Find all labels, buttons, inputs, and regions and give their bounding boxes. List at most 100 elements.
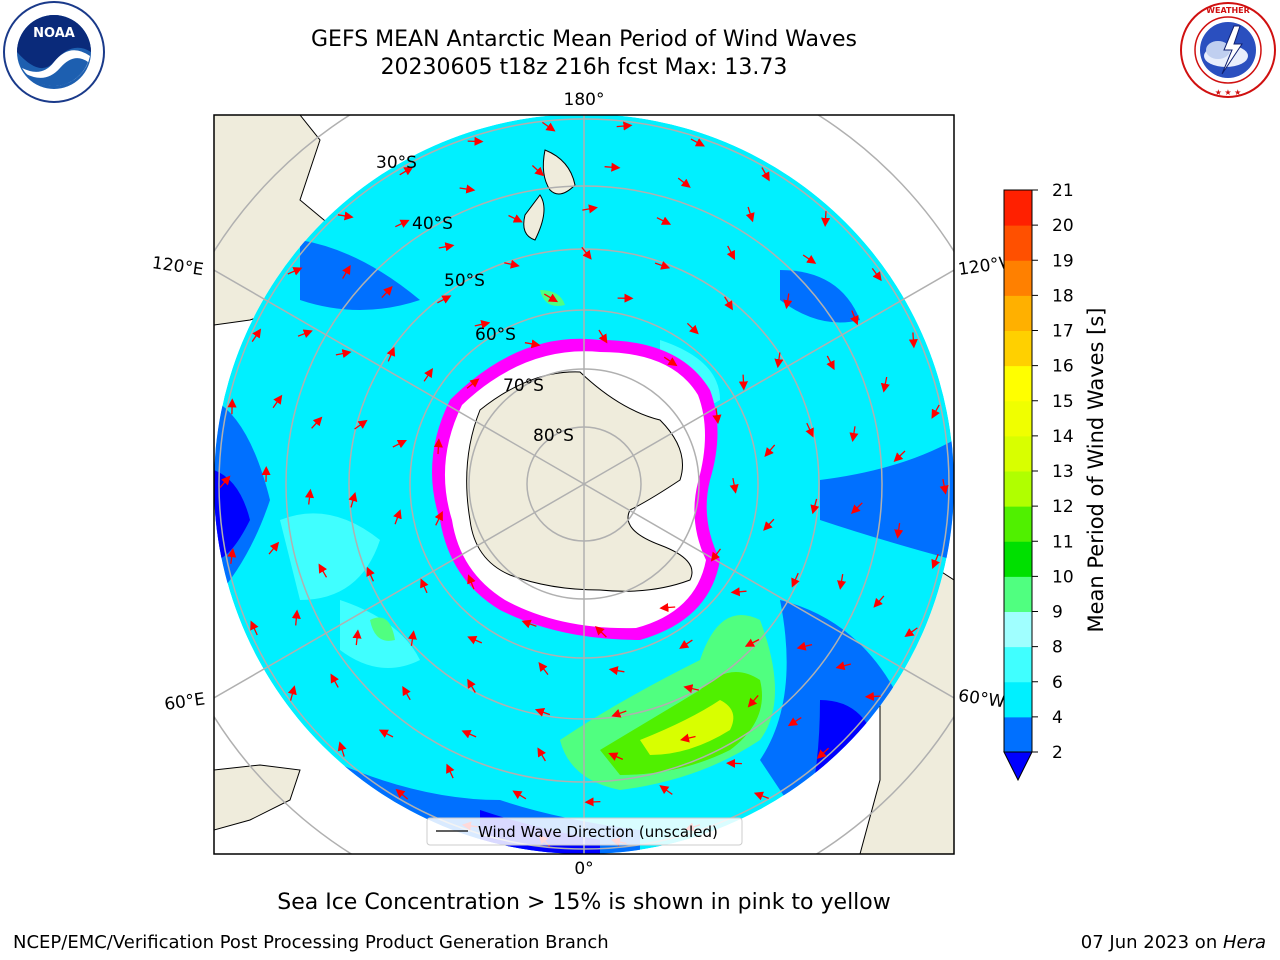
wave-direction-arrow (287, 685, 297, 701)
wave-direction-arrow (434, 511, 443, 526)
wave-direction-arrow (821, 211, 831, 227)
lon-label-180: 180° (564, 90, 605, 110)
wave-direction-arrow (474, 319, 491, 329)
wave-direction-arrow (512, 790, 527, 800)
wave-direction-arrow (251, 328, 262, 342)
colorbar-tick-label: 12 (1052, 497, 1074, 517)
caption: Sea Ice Concentration > 15% is shown in … (277, 890, 891, 915)
wave-direction-arrow (538, 661, 549, 675)
wave-direction-arrow (616, 121, 633, 131)
colorbar-segment (1004, 365, 1032, 402)
colorbar-segment (1004, 716, 1032, 753)
wave-direction-arrow (850, 310, 859, 326)
wave-direction-arrow (871, 268, 882, 282)
lat-label-50s: 50°S (444, 271, 485, 291)
wave-direction-arrow (690, 138, 705, 147)
lon-label-120e: 120°E (151, 253, 205, 280)
colorbar-segment (1004, 681, 1032, 718)
wave-direction-arrow (330, 673, 339, 688)
wave-direction-arrow (423, 368, 433, 382)
chart-title: GEFS MEAN Antarctic Mean Period of Wind … (311, 27, 857, 52)
colorbar-tick-label: 13 (1052, 462, 1074, 482)
lat-label-60s: 60°S (475, 325, 516, 345)
colorbar-segment (1004, 330, 1032, 367)
colorbar-tick-label: 16 (1052, 357, 1074, 377)
wave-direction-arrow (753, 791, 769, 801)
colorbar-tick-label: 15 (1052, 392, 1074, 412)
colorbar-tick-label: 19 (1052, 251, 1074, 271)
colorbar-segment (1004, 541, 1032, 577)
wave-direction-arrow (656, 216, 672, 225)
wave-direction-arrow (337, 741, 347, 757)
wave-direction-arrow (542, 121, 556, 132)
wave-direction-arrow (219, 475, 231, 488)
wave-direction-arrow (437, 295, 452, 304)
svg-text:★ ★ ★: ★ ★ ★ (1215, 88, 1242, 97)
lat-label-30s: 30°S (376, 153, 417, 173)
lat-label-40s: 40°S (412, 214, 453, 234)
colorbar-segment (1004, 576, 1032, 612)
wave-direction-arrow (467, 636, 483, 645)
wave-direction-arrow (399, 166, 414, 176)
wave-direction-arrow (787, 717, 802, 727)
lon-label-60w: 60°W (957, 686, 1006, 712)
wave-direction-arrow (729, 477, 739, 494)
wave-direction-arrow (816, 747, 830, 759)
colorbar-tick-label: 11 (1052, 532, 1074, 552)
africa-landmass (214, 764, 301, 831)
colorbar-tick-label: 17 (1052, 322, 1074, 342)
wave-direction-arrow (521, 619, 537, 629)
colorbar: 2 4 6 8 9 10 11 12 13 14 15 16 17 18 19 20 21 (1003, 181, 1074, 782)
wave-direction-arrow (763, 518, 775, 531)
colorbar-tick-label: 20 (1052, 216, 1074, 236)
wave-direction-arrow (531, 165, 545, 177)
nws-logo: WEATHER ★ ★ ★ (1180, 2, 1276, 98)
colorbar-segment (1004, 225, 1032, 261)
colorbar-tick-label: 2 (1052, 743, 1063, 763)
wave-direction-arrow (608, 666, 625, 676)
wave-direction-arrow (904, 627, 918, 638)
svg-text:NOAA: NOAA (33, 26, 75, 41)
colorbar-segment (1004, 400, 1032, 437)
wave-direction-arrow (407, 630, 417, 646)
wave-direction-arrow (939, 478, 949, 495)
wave-direction-arrow (810, 498, 820, 515)
wind-wave-direction-arrows (219, 121, 949, 847)
wave-direction-arrow (712, 408, 722, 425)
wave-direction-arrow (537, 747, 546, 762)
footer-date-text: 07 Jun 2023 on (1080, 932, 1223, 953)
map-legend: Wind Wave Direction (unscaled) (426, 817, 743, 846)
wave-direction-arrow (508, 214, 523, 223)
wave-direction-arrow (724, 296, 733, 311)
wave-direction-arrow (663, 356, 678, 367)
wave-direction-arrow (726, 245, 735, 261)
lon-label-0: 0° (574, 859, 593, 879)
wave-direction-arrow (524, 339, 541, 349)
wave-direction-arrow (931, 404, 940, 419)
colorbar-tick-label: 9 (1052, 603, 1063, 623)
wave-direction-arrow (227, 548, 237, 564)
wave-direction-arrow (250, 620, 259, 636)
wave-direction-arrow (802, 254, 817, 264)
wave-direction-arrow (764, 444, 776, 457)
wave-direction-arrow (659, 785, 673, 795)
wave-direction-arrow (851, 502, 863, 514)
wave-direction-arrow (783, 293, 793, 310)
wave-direction-arrow (826, 355, 835, 371)
colorbar-segment (1004, 506, 1032, 542)
colorbar-tick-label: 4 (1052, 708, 1063, 728)
colorbar-segment (1004, 260, 1032, 296)
colorbar-segment (1004, 190, 1032, 226)
wave-direction-arrow (744, 638, 760, 647)
wave-direction-arrow (686, 322, 699, 335)
wave-direction-arrow (393, 509, 402, 525)
colorbar-tick-label: 21 (1052, 181, 1074, 201)
wave-direction-arrow (433, 438, 443, 455)
wave-direction-arrow (805, 422, 814, 438)
wave-direction-arrow (420, 578, 429, 594)
wave-direction-arrow (297, 329, 313, 339)
svg-text:WEATHER: WEATHER (1206, 6, 1250, 15)
wave-direction-arrow (880, 376, 890, 393)
wave-direction-arrow (659, 602, 676, 613)
colorbar-segment (1004, 435, 1032, 472)
